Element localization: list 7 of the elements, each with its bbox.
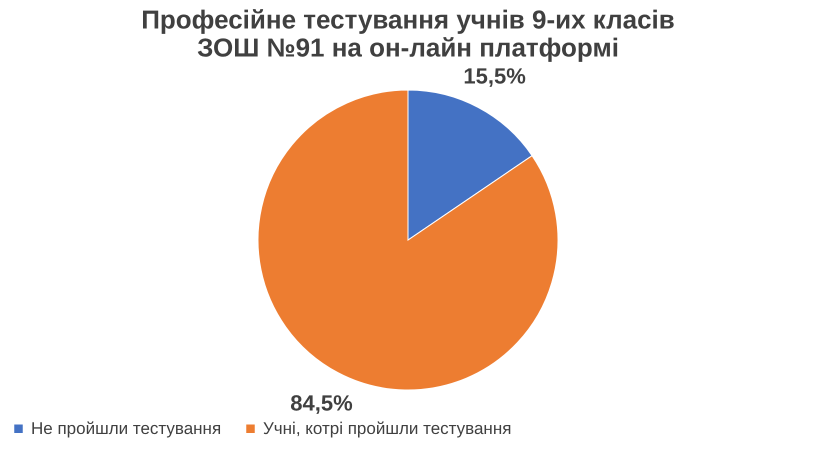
text: ЗОШ №91 на он-лайн платформі bbox=[197, 32, 619, 63]
legend-label: Учні, котрі пройшли тестування bbox=[263, 418, 512, 438]
text: Професійне тестування учнів 9-их класів bbox=[141, 4, 675, 35]
pie-slice bbox=[258, 90, 558, 390]
data-label: 84,5% bbox=[290, 390, 353, 416]
data-label: 15,5% bbox=[463, 64, 526, 89]
legend-label: Не пройшли тестування bbox=[31, 418, 222, 438]
